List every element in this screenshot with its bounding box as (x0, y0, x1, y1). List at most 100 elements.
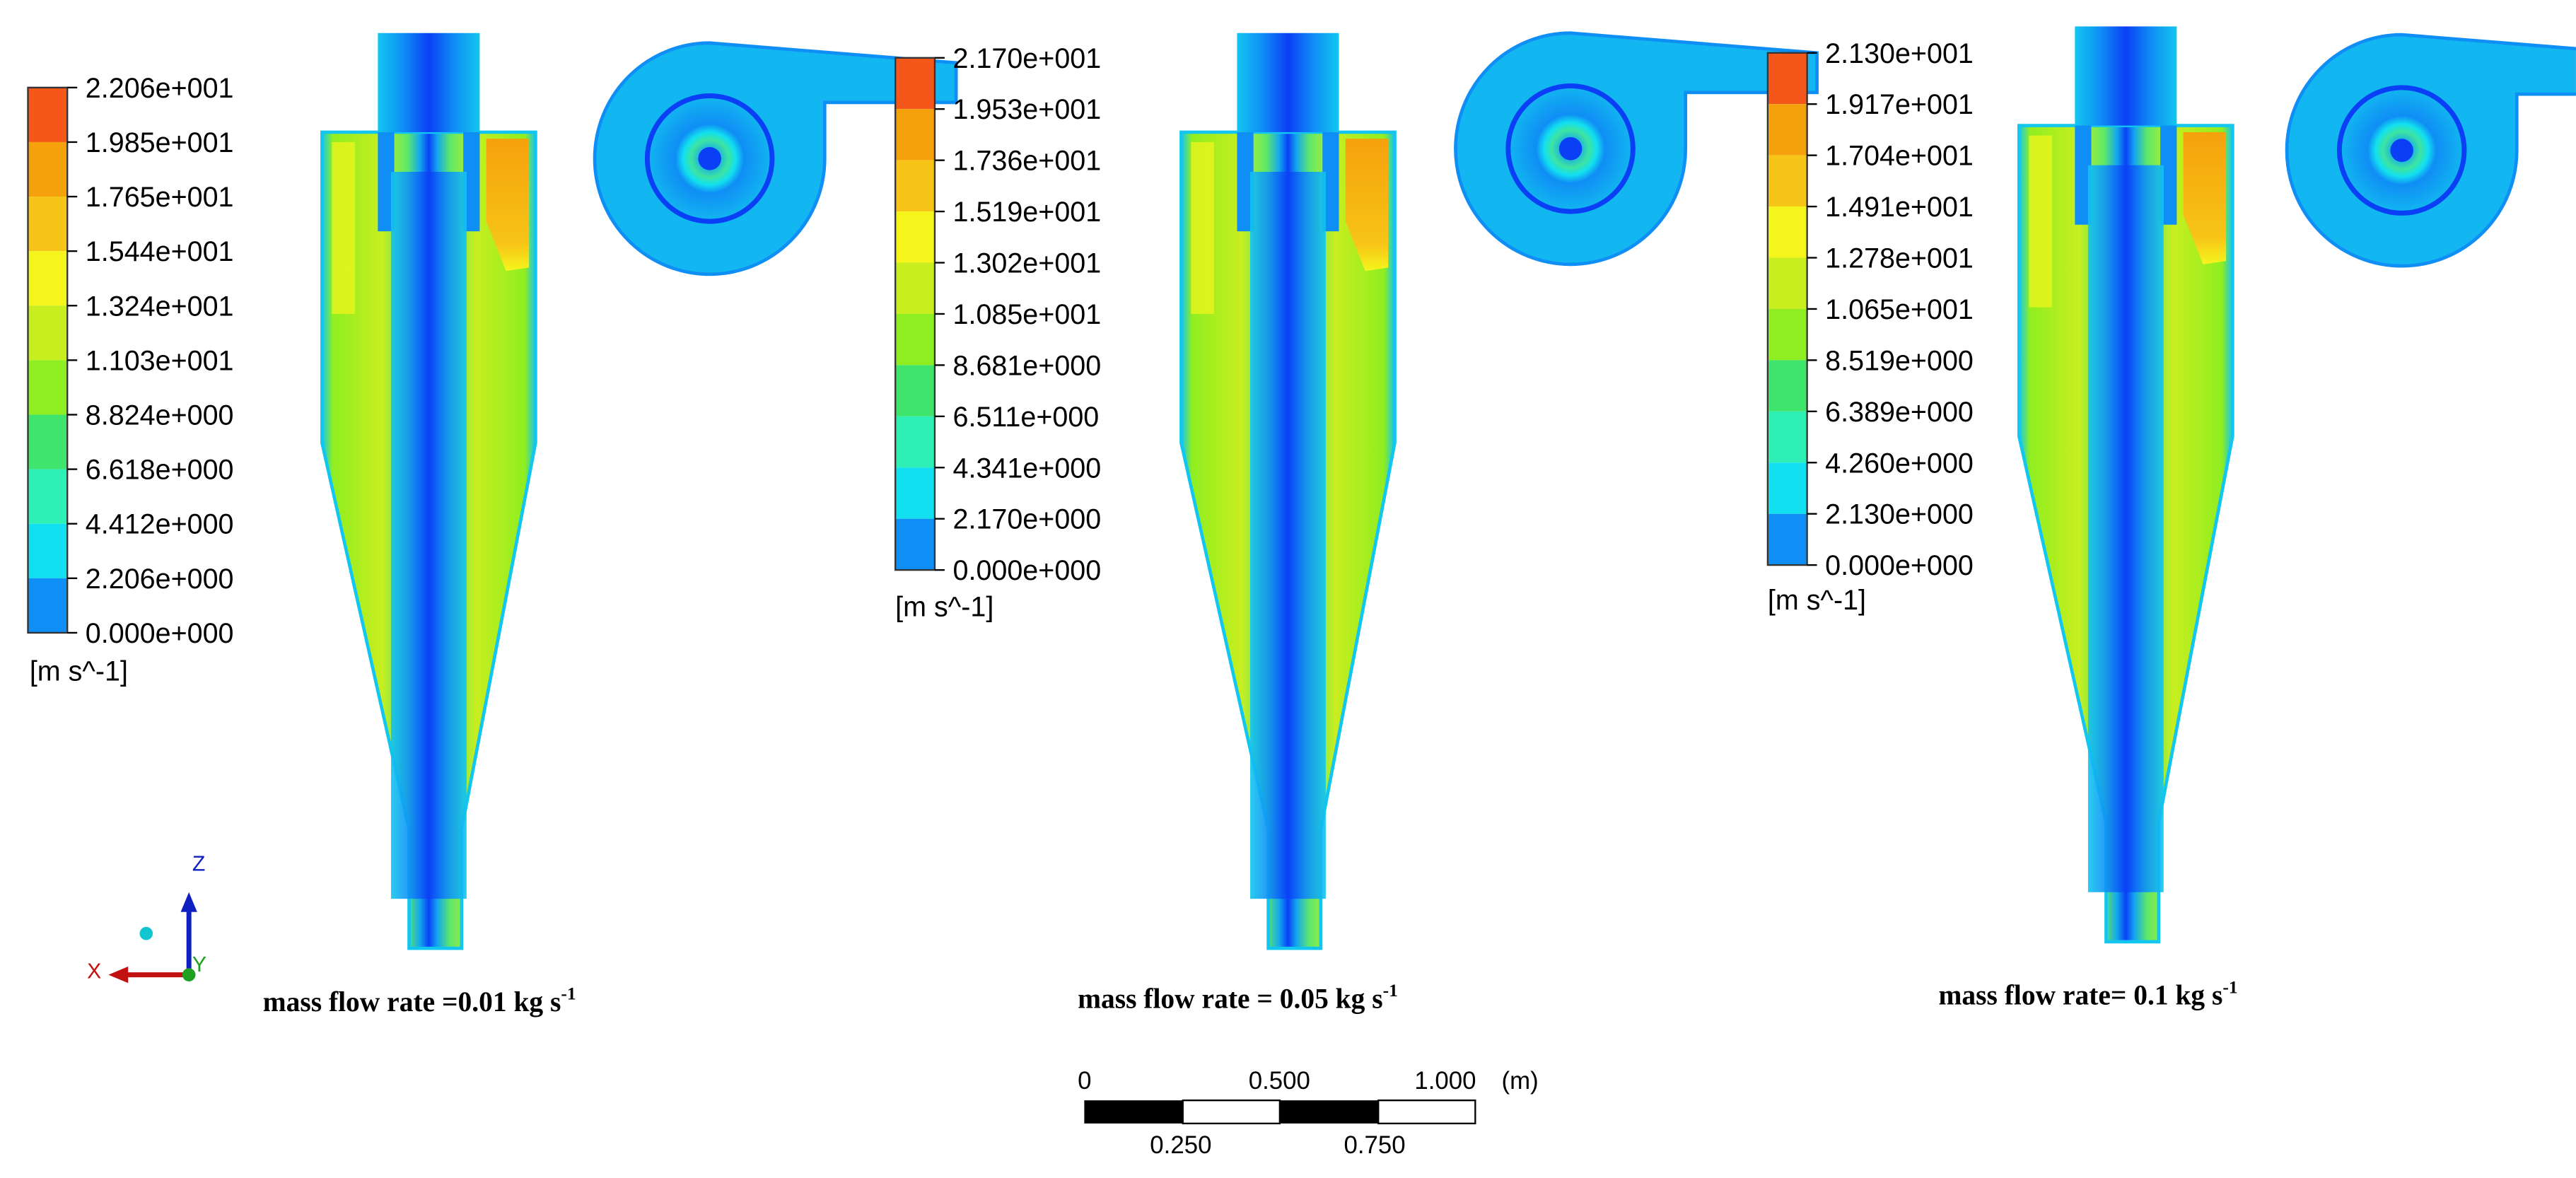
legend-label: 6.618e+000 (86, 455, 234, 486)
panel-3-caption: mass flow rate= 0.1 kg s-1 (1938, 976, 2237, 1010)
legend-label: 2.206e+001 (86, 73, 234, 104)
scale-seg-1 (1084, 1100, 1183, 1124)
legend-color-band (28, 469, 68, 524)
panel-1-legend: 2.206e+001 1.985e+001 1.765e+001 1.544e+001… (27, 73, 234, 649)
panel-3: 2.130e+001 1.917e+001 1.704e+001 1.491e+001… (1766, 26, 2576, 1011)
legend-color-band (28, 87, 68, 142)
legend-label: 1.917e+001 (1825, 89, 1974, 120)
legend-color-band (1767, 155, 1807, 207)
scale-label-0250: 0.250 (1150, 1131, 1211, 1159)
legend-color-band (1767, 513, 1807, 566)
panel-2-caption: mass flow rate = 0.05 kg s-1 (1078, 980, 1398, 1014)
legend-color-band (28, 305, 68, 361)
legend-color-band (1767, 206, 1807, 258)
legend-color-band (28, 523, 68, 578)
legend-color-band (28, 414, 68, 470)
legend-color-band (895, 57, 935, 110)
legend-label: 4.412e+000 (86, 509, 234, 540)
panel-3-legend: 2.130e+001 1.917e+001 1.704e+001 1.491e+001… (1766, 38, 1974, 581)
scale-label-0500: 0.500 (1249, 1067, 1310, 1095)
legend-color-band (1767, 308, 1807, 361)
legend-color-band (28, 197, 68, 252)
scale-label-0750: 0.750 (1344, 1131, 1405, 1159)
legend-label: 2.130e+000 (1825, 499, 1974, 530)
legend-label: 1.544e+001 (86, 236, 234, 267)
legend-label: 1.985e+001 (86, 127, 234, 158)
legend-label: 1.278e+001 (1825, 243, 1974, 274)
legend-label: 1.953e+001 (953, 94, 1102, 125)
legend-color-band (28, 141, 68, 197)
scale-bar: 0 0.500 1.000 (m) 0.250 0.750 (1078, 1067, 1539, 1159)
legend-color-band (1767, 411, 1807, 463)
legend-label: 1.491e+001 (1825, 192, 1974, 223)
legend-color-band (1767, 462, 1807, 514)
legend-label: 4.341e+000 (953, 453, 1102, 484)
y-axis-dot (182, 968, 196, 981)
axis-triad: Z X Y (87, 852, 206, 983)
legend-color-band (1767, 104, 1807, 156)
legend-label: 2.170e+000 (953, 504, 1102, 535)
legend-color-band (895, 365, 935, 416)
y-axis-label: Y (192, 953, 206, 976)
panel-1: 2.206e+001 1.985e+001 1.765e+001 1.544e+001… (27, 33, 956, 1017)
legend-label: 1.765e+001 (86, 182, 234, 213)
legend-color-band (28, 360, 68, 415)
legend-label: 2.206e+000 (86, 564, 234, 595)
panel-1-cyclone-side-contour (322, 33, 535, 948)
legend-label: 0.000e+000 (953, 555, 1102, 586)
legend-label: 2.170e+001 (953, 43, 1102, 74)
legend-label: 1.519e+001 (953, 197, 1102, 228)
panel-3-cyclone-side-contour (2019, 26, 2232, 941)
view-sphere-icon (139, 926, 153, 940)
legend-label: 0.000e+000 (86, 618, 234, 649)
legend-label: 1.085e+001 (953, 299, 1102, 330)
scale-seg-4 (1377, 1100, 1476, 1125)
legend-label: 1.736e+001 (953, 146, 1102, 177)
scale-seg-2 (1182, 1100, 1281, 1125)
legend-color-band (895, 416, 935, 468)
legend-label: 1.103e+001 (86, 345, 234, 376)
legend-color-band (1767, 52, 1807, 105)
legend-color-band (1767, 257, 1807, 309)
legend-color-band (895, 262, 935, 314)
legend-label: 8.519e+000 (1825, 345, 1974, 376)
panel-3-cyclone-top-contour (2287, 35, 2576, 266)
legend-color-band (895, 313, 935, 366)
legend-color-band (895, 211, 935, 263)
legend-label: 1.324e+001 (86, 291, 234, 322)
panel-2-unit-label: [m s^-1] (895, 591, 993, 622)
scale-label-0: 0 (1078, 1067, 1091, 1095)
legend-label: 6.511e+000 (953, 402, 1100, 433)
legend-label: 1.065e+001 (1825, 294, 1974, 325)
legend-label: 1.704e+001 (1825, 141, 1974, 172)
legend-label: 1.302e+001 (953, 247, 1102, 279)
legend-label: 8.681e+000 (953, 350, 1102, 381)
panel-2-cyclone-top-contour (1455, 33, 1817, 264)
panel-1-unit-label: [m s^-1] (30, 656, 128, 687)
panel-2-legend: 2.170e+001 1.953e+001 1.736e+001 1.519e+001… (894, 43, 1102, 586)
panel-2: 2.170e+001 1.953e+001 1.736e+001 1.519e+001… (894, 33, 1817, 1014)
legend-label: 0.000e+000 (1825, 550, 1974, 581)
legend-color-band (28, 578, 68, 633)
legend-color-band (895, 109, 935, 161)
legend-color-band (1767, 360, 1807, 412)
panel-1-caption: mass flow rate =0.01 kg s-1 (263, 984, 576, 1017)
z-axis-label: Z (192, 852, 205, 875)
x-axis-arrow (108, 966, 129, 984)
legend-label: 4.260e+000 (1825, 448, 1974, 479)
legend-color-band (895, 160, 935, 212)
z-axis-arrow (180, 892, 197, 912)
legend-color-band (895, 467, 935, 519)
x-axis-label: X (87, 960, 101, 983)
legend-label: 2.130e+001 (1825, 38, 1974, 69)
panel-3-unit-label: [m s^-1] (1768, 585, 1866, 616)
legend-color-band (895, 518, 935, 571)
scale-seg-3 (1279, 1100, 1379, 1124)
panel-2-cyclone-side-contour (1181, 33, 1394, 948)
legend-label: 8.824e+000 (86, 400, 234, 431)
legend-color-band (28, 251, 68, 306)
scale-label-unit: (m) (1501, 1067, 1538, 1095)
legend-label: 6.389e+000 (1825, 397, 1974, 428)
